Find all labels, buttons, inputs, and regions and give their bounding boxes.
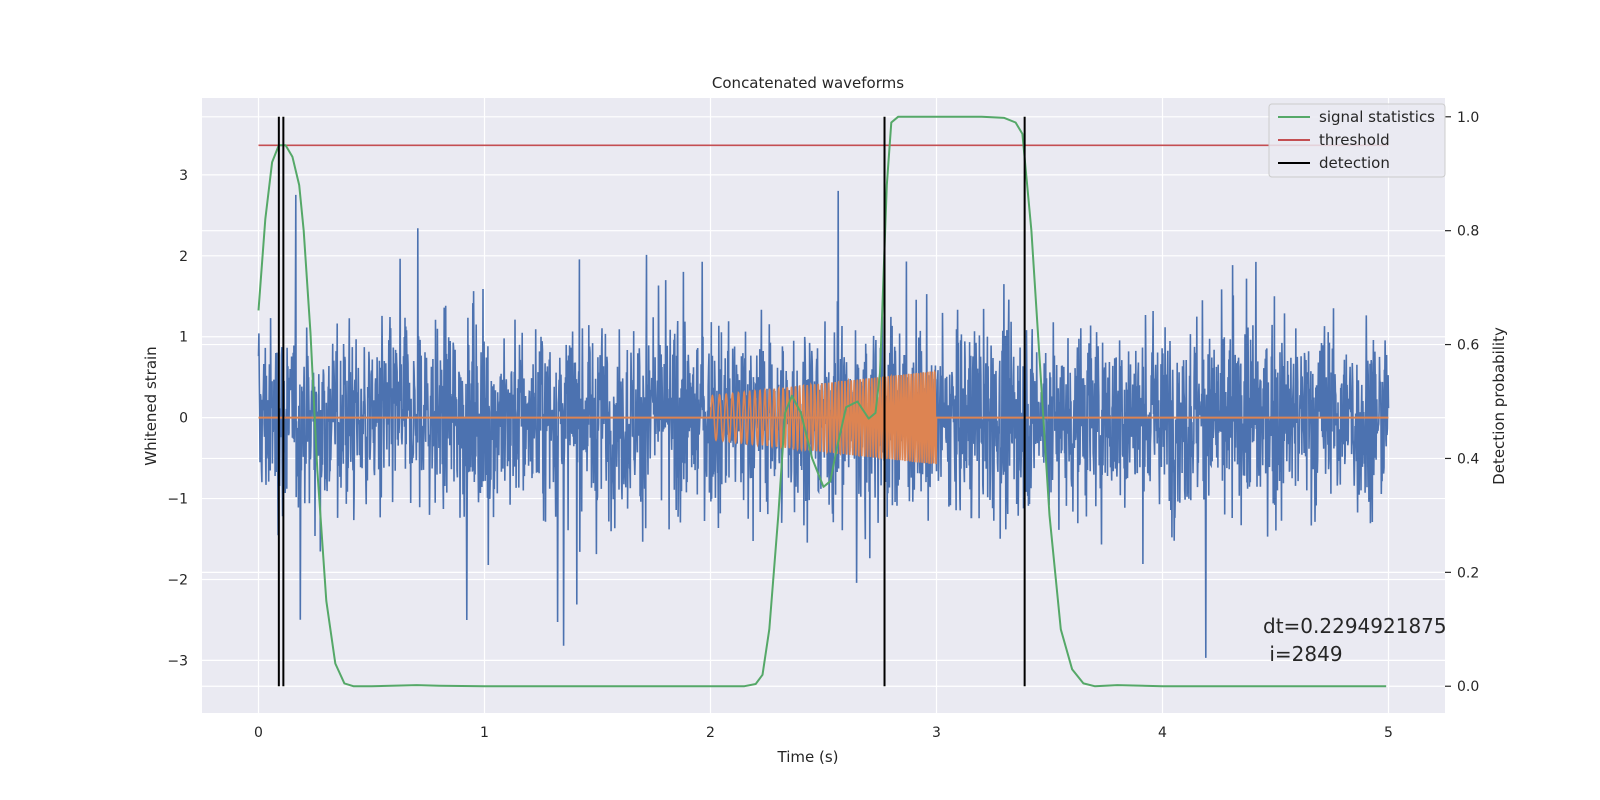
x-tick-label: 4 bbox=[1158, 725, 1167, 741]
x-tick-label: 5 bbox=[1384, 725, 1393, 741]
x-tick-label: 2 bbox=[706, 725, 715, 741]
y-right-axis-ticks: 0.0 0.2 0.4 0.6 0.8 1.0 bbox=[1445, 110, 1479, 695]
series-chirp-line bbox=[709, 369, 938, 465]
y-left-tick-label: −3 bbox=[167, 653, 188, 669]
x-tick-label: 0 bbox=[254, 725, 263, 741]
y-left-tick-label: 2 bbox=[179, 249, 188, 265]
y-right-tick-label: 0.4 bbox=[1457, 451, 1479, 467]
legend-label-signal-statistics: signal statistics bbox=[1319, 108, 1435, 126]
legend-label-threshold: threshold bbox=[1319, 131, 1390, 149]
chart-title: Concatenated waveforms bbox=[712, 74, 904, 92]
annotation-dt: dt=0.2294921875 bbox=[1263, 614, 1447, 638]
x-axis-ticks: 0 1 2 3 4 5 bbox=[254, 725, 1393, 741]
y-left-tick-label: 0 bbox=[179, 411, 188, 427]
y-left-axis-label: Whitened strain bbox=[142, 346, 160, 465]
y-right-tick-label: 0.8 bbox=[1457, 224, 1479, 240]
y-left-tick-label: 1 bbox=[179, 330, 188, 346]
legend: signal statistics threshold detection bbox=[1268, 103, 1446, 178]
y-left-tick-label: −1 bbox=[167, 492, 188, 508]
series-whitened-strain-line bbox=[257, 190, 1390, 658]
y-left-axis-ticks: −3 −2 −1 0 1 2 3 bbox=[167, 168, 188, 670]
legend-box bbox=[1268, 103, 1446, 178]
y-right-tick-label: 0.6 bbox=[1457, 338, 1479, 354]
series-layer bbox=[257, 115, 1390, 688]
series-signal-statistics-line bbox=[257, 115, 1387, 688]
y-left-tick-label: −2 bbox=[167, 572, 188, 588]
y-right-tick-label: 0.0 bbox=[1457, 679, 1479, 695]
y-right-tick-label: 1.0 bbox=[1457, 110, 1479, 126]
y-left-tick-label: 3 bbox=[179, 168, 188, 184]
annotation-text: dt=0.2294921875 i=2849 bbox=[1263, 614, 1447, 666]
legend-label-detection: detection bbox=[1319, 154, 1390, 172]
annotation-i: i=2849 bbox=[1263, 642, 1343, 666]
x-tick-label: 1 bbox=[480, 725, 489, 741]
y-right-tick-label: 0.2 bbox=[1457, 565, 1479, 581]
y-right-axis-label: Detection probability bbox=[1490, 327, 1508, 485]
x-tick-label: 3 bbox=[932, 725, 941, 741]
x-axis-label: Time (s) bbox=[777, 748, 839, 766]
